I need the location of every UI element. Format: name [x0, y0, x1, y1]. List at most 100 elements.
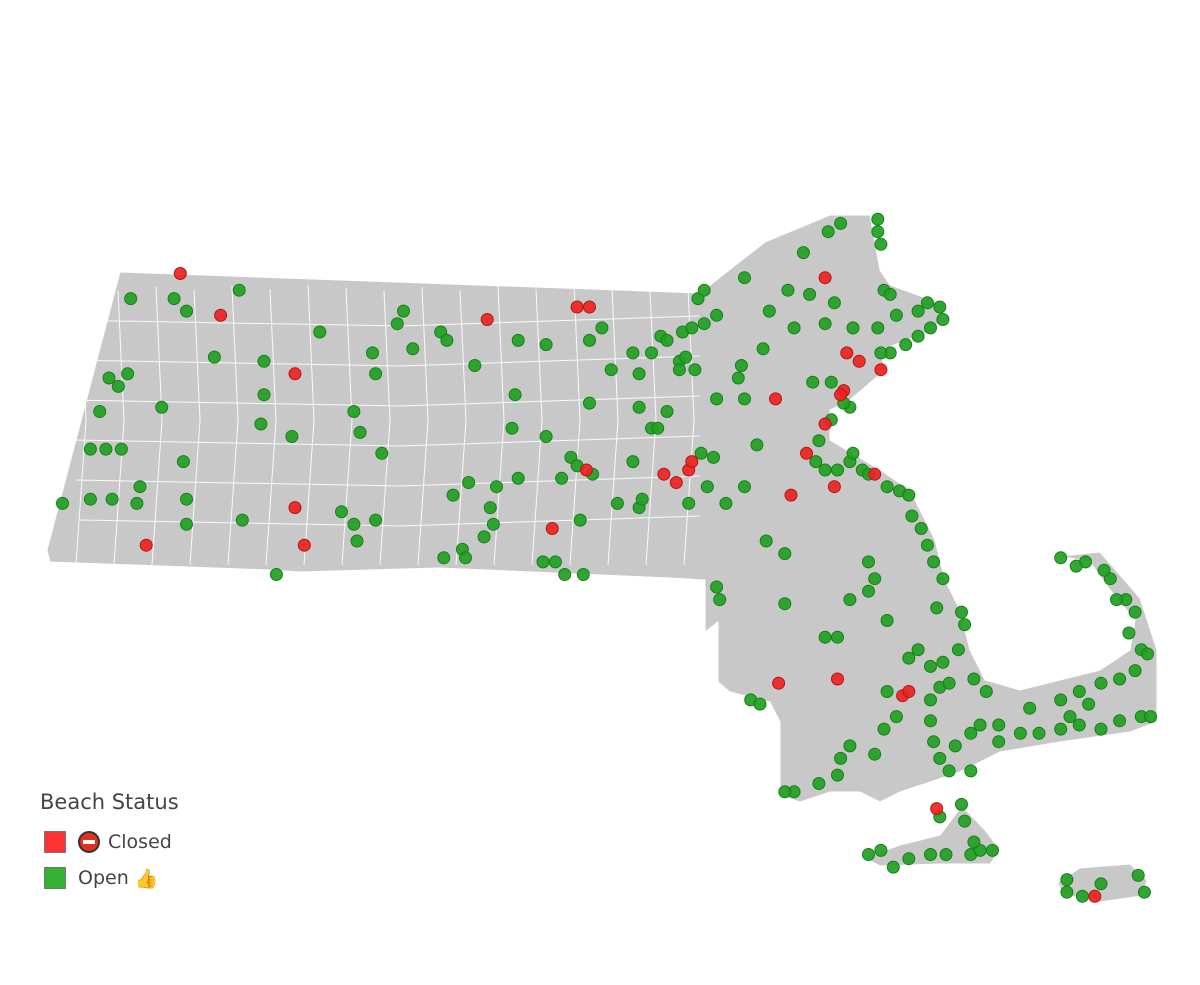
- beach-marker-closed[interactable]: [827, 480, 841, 494]
- beach-marker-open[interactable]: [102, 371, 116, 385]
- beach-marker-closed[interactable]: [772, 676, 786, 690]
- beach-marker-open[interactable]: [626, 455, 640, 469]
- beach-marker-open[interactable]: [958, 814, 972, 828]
- beach-marker-open[interactable]: [632, 367, 646, 381]
- beach-marker-open[interactable]: [831, 463, 844, 477]
- beach-marker-open[interactable]: [710, 392, 724, 406]
- beach-marker-open[interactable]: [924, 693, 937, 707]
- beach-marker-open[interactable]: [660, 333, 674, 347]
- beach-marker-open[interactable]: [818, 463, 832, 477]
- beach-marker-open[interactable]: [180, 492, 193, 506]
- beach-marker-open[interactable]: [576, 568, 590, 581]
- beach-marker-open[interactable]: [986, 843, 999, 857]
- beach-marker-open[interactable]: [406, 342, 420, 356]
- beach-marker-open[interactable]: [955, 605, 968, 619]
- beach-marker-open[interactable]: [511, 333, 525, 347]
- beach-marker-open[interactable]: [539, 430, 553, 443]
- beach-marker-closed[interactable]: [480, 313, 494, 326]
- beach-marker-open[interactable]: [604, 363, 618, 377]
- beach-marker-closed[interactable]: [545, 522, 559, 535]
- beach-marker-open[interactable]: [1122, 626, 1136, 640]
- beach-marker-open[interactable]: [821, 225, 835, 239]
- beach-marker-open[interactable]: [930, 601, 944, 615]
- beach-marker-open[interactable]: [731, 371, 745, 385]
- beach-marker-closed[interactable]: [868, 467, 882, 481]
- beach-marker-open[interactable]: [369, 513, 383, 527]
- beach-marker-open[interactable]: [1054, 693, 1068, 707]
- beach-marker-closed[interactable]: [657, 467, 671, 481]
- beach-marker-open[interactable]: [1069, 559, 1083, 573]
- beach-marker-open[interactable]: [207, 350, 221, 364]
- beach-marker-open[interactable]: [583, 333, 596, 347]
- beach-marker-open[interactable]: [1128, 664, 1142, 678]
- beach-marker-open[interactable]: [787, 321, 801, 335]
- beach-marker-open[interactable]: [834, 751, 848, 765]
- beach-marker-open[interactable]: [871, 321, 885, 335]
- beach-marker-open[interactable]: [83, 442, 97, 456]
- beach-marker-open[interactable]: [902, 488, 916, 502]
- beach-marker-closed[interactable]: [818, 271, 832, 285]
- beach-marker-open[interactable]: [874, 346, 888, 360]
- beach-marker-open[interactable]: [713, 593, 727, 607]
- beach-marker-open[interactable]: [1113, 714, 1127, 728]
- beach-marker-open[interactable]: [232, 283, 246, 297]
- beach-marker-open[interactable]: [595, 321, 609, 335]
- beach-marker-open[interactable]: [936, 655, 950, 669]
- beach-marker-open[interactable]: [462, 476, 476, 489]
- beach-marker-open[interactable]: [831, 768, 844, 782]
- beach-marker-open[interactable]: [899, 338, 913, 352]
- beach-marker-open[interactable]: [778, 547, 792, 561]
- beach-marker-closed[interactable]: [214, 308, 228, 322]
- beach-marker-open[interactable]: [924, 321, 937, 335]
- beach-marker-open[interactable]: [862, 584, 875, 598]
- beach-marker-closed[interactable]: [297, 538, 311, 552]
- beach-marker-open[interactable]: [180, 517, 193, 531]
- beach-marker-open[interactable]: [877, 722, 891, 736]
- beach-marker-open[interactable]: [437, 551, 451, 565]
- beach-marker-open[interactable]: [710, 580, 724, 594]
- beach-marker-open[interactable]: [710, 308, 724, 322]
- beach-marker-open[interactable]: [936, 572, 950, 586]
- beach-marker-open[interactable]: [536, 555, 550, 569]
- beach-marker-open[interactable]: [1075, 889, 1089, 903]
- beach-marker-open[interactable]: [632, 400, 646, 414]
- beach-marker-open[interactable]: [939, 848, 953, 861]
- beach-marker-open[interactable]: [114, 442, 128, 456]
- beach-marker-open[interactable]: [936, 313, 950, 326]
- beach-marker-open[interactable]: [862, 848, 875, 861]
- beach-marker-open[interactable]: [1110, 593, 1123, 607]
- beach-marker-open[interactable]: [880, 614, 894, 627]
- beach-marker-open[interactable]: [477, 530, 491, 544]
- beach-marker-open[interactable]: [902, 651, 916, 665]
- beach-marker-open[interactable]: [347, 517, 361, 531]
- beach-marker-open[interactable]: [1113, 672, 1127, 686]
- beach-marker-open[interactable]: [905, 509, 919, 523]
- beach-marker-closed[interactable]: [840, 346, 854, 360]
- beach-marker-closed[interactable]: [1088, 889, 1102, 903]
- beach-marker-open[interactable]: [958, 618, 972, 632]
- beach-marker-open[interactable]: [1094, 676, 1108, 690]
- beach-marker-open[interactable]: [369, 367, 383, 381]
- beach-marker-open[interactable]: [1131, 868, 1145, 882]
- beach-marker-open[interactable]: [685, 321, 699, 335]
- beach-marker-closed[interactable]: [784, 488, 798, 502]
- beach-marker-open[interactable]: [734, 359, 748, 372]
- beach-marker-open[interactable]: [610, 496, 624, 510]
- beach-marker-open[interactable]: [285, 430, 299, 443]
- beach-marker-open[interactable]: [397, 304, 410, 318]
- beach-marker-open[interactable]: [924, 714, 937, 728]
- beach-marker-open[interactable]: [1097, 563, 1111, 577]
- beach-marker-open[interactable]: [486, 517, 500, 531]
- beach-marker-open[interactable]: [818, 630, 832, 644]
- beach-marker-open[interactable]: [762, 304, 776, 318]
- beach-marker-open[interactable]: [1032, 726, 1046, 740]
- beach-marker-open[interactable]: [468, 359, 482, 372]
- beach-marker-open[interactable]: [738, 480, 751, 494]
- beach-marker-open[interactable]: [920, 296, 934, 310]
- beach-marker-open[interactable]: [176, 455, 190, 469]
- beach-marker-open[interactable]: [635, 492, 649, 506]
- beach-marker-open[interactable]: [124, 292, 138, 306]
- beach-marker-closed[interactable]: [834, 388, 848, 402]
- beach-marker-open[interactable]: [99, 442, 113, 456]
- beach-marker-open[interactable]: [951, 643, 965, 657]
